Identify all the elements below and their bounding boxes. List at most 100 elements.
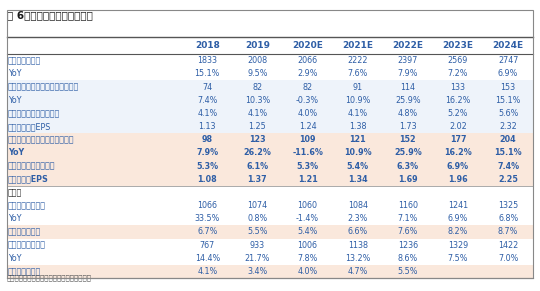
Bar: [7, 226, 533, 239]
Text: 2008: 2008: [247, 56, 267, 65]
Text: 123: 123: [249, 135, 266, 144]
Text: 7.9%: 7.9%: [397, 69, 418, 78]
Text: 6.1%: 6.1%: [246, 162, 268, 171]
Bar: [7, 94, 533, 107]
Text: 82: 82: [302, 83, 313, 92]
Text: 1325: 1325: [498, 201, 518, 210]
Text: -0.3%: -0.3%: [296, 96, 319, 105]
Text: 133: 133: [450, 83, 465, 92]
Text: 若不私有化，归母净利率: 若不私有化，归母净利率: [8, 109, 60, 118]
Text: 1.96: 1.96: [448, 175, 468, 184]
Text: 1.69: 1.69: [398, 175, 418, 184]
Text: 6.3%: 6.3%: [397, 162, 419, 171]
Text: 6.7%: 6.7%: [197, 228, 218, 237]
Text: 1.37: 1.37: [248, 175, 267, 184]
Text: 2.25: 2.25: [498, 175, 518, 184]
Text: 6.9%: 6.9%: [447, 162, 469, 171]
Text: 7.8%: 7.8%: [298, 254, 318, 263]
Text: 4.0%: 4.0%: [298, 267, 318, 276]
Text: 1241: 1241: [448, 201, 468, 210]
Text: YoY: YoY: [8, 254, 22, 263]
Text: 5.4%: 5.4%: [298, 228, 318, 237]
Text: 7.0%: 7.0%: [498, 254, 518, 263]
Text: 海外经营利润率: 海外经营利润率: [8, 267, 41, 276]
Text: 2.02: 2.02: [449, 122, 467, 131]
Text: YoY: YoY: [8, 148, 24, 157]
Text: 若私有化，归母净利润（亿元）: 若私有化，归母净利润（亿元）: [8, 135, 75, 144]
Text: 5.4%: 5.4%: [347, 162, 369, 171]
Text: 5.2%: 5.2%: [448, 109, 468, 118]
Text: 2023E: 2023E: [442, 41, 474, 50]
Text: 98: 98: [202, 135, 213, 144]
Text: 4.1%: 4.1%: [247, 109, 268, 118]
Text: 16.2%: 16.2%: [444, 148, 472, 157]
Bar: [7, 173, 533, 186]
Text: 33.5%: 33.5%: [194, 214, 220, 223]
Text: 5.5%: 5.5%: [247, 228, 268, 237]
Text: 5.3%: 5.3%: [296, 162, 319, 171]
Text: 7.4%: 7.4%: [197, 96, 218, 105]
Bar: [7, 265, 533, 278]
Text: 6.6%: 6.6%: [348, 228, 368, 237]
Text: 资料来源：海尔智家公告，安信证券研究中心: 资料来源：海尔智家公告，安信证券研究中心: [7, 274, 92, 281]
Text: 7.9%: 7.9%: [196, 148, 218, 157]
Text: 7.2%: 7.2%: [448, 69, 468, 78]
Text: 1084: 1084: [348, 201, 368, 210]
Text: 114: 114: [400, 83, 415, 92]
Text: 5.3%: 5.3%: [196, 162, 218, 171]
Text: 14.4%: 14.4%: [195, 254, 220, 263]
Text: 2024E: 2024E: [492, 41, 524, 50]
Text: 2569: 2569: [448, 56, 468, 65]
Text: 4.0%: 4.0%: [298, 109, 318, 118]
Text: 2066: 2066: [298, 56, 318, 65]
Text: 933: 933: [250, 241, 265, 250]
Text: 表 6：对海尔智家的盈利预测: 表 6：对海尔智家的盈利预测: [7, 10, 93, 20]
Text: 8.2%: 8.2%: [448, 228, 468, 237]
Text: 7.6%: 7.6%: [397, 228, 418, 237]
Bar: [7, 81, 533, 94]
Text: 海外收入（亿元）: 海外收入（亿元）: [8, 241, 46, 250]
Text: 1074: 1074: [247, 201, 267, 210]
Text: 1160: 1160: [398, 201, 418, 210]
Text: 8.6%: 8.6%: [398, 254, 418, 263]
Text: 国内收入（亿元）: 国内收入（亿元）: [8, 201, 46, 210]
Text: 10.9%: 10.9%: [345, 96, 370, 105]
Text: 177: 177: [450, 135, 466, 144]
Text: 4.1%: 4.1%: [197, 267, 218, 276]
Text: 1833: 1833: [197, 56, 217, 65]
Text: 0.8%: 0.8%: [247, 214, 268, 223]
Text: 7.6%: 7.6%: [348, 69, 368, 78]
Text: 6.9%: 6.9%: [448, 214, 468, 223]
Text: 1.73: 1.73: [399, 122, 417, 131]
Text: 2397: 2397: [397, 56, 418, 65]
Text: 15.1%: 15.1%: [494, 148, 522, 157]
Text: 2018: 2018: [195, 41, 220, 50]
Text: 153: 153: [501, 83, 516, 92]
Text: 1006: 1006: [298, 241, 318, 250]
Text: 26.2%: 26.2%: [244, 148, 272, 157]
Text: 1236: 1236: [398, 241, 418, 250]
Text: 5.6%: 5.6%: [498, 109, 518, 118]
Text: 2021E: 2021E: [342, 41, 373, 50]
Text: 15.1%: 15.1%: [496, 96, 521, 105]
Text: 2.32: 2.32: [500, 122, 517, 131]
Text: 1329: 1329: [448, 241, 468, 250]
Text: 若私有化，归母净利率: 若私有化，归母净利率: [8, 162, 55, 171]
Text: 767: 767: [200, 241, 215, 250]
Text: 1066: 1066: [197, 201, 217, 210]
Text: 91: 91: [353, 83, 363, 92]
Text: 3.4%: 3.4%: [247, 267, 268, 276]
Text: 15.1%: 15.1%: [194, 69, 220, 78]
Text: YoY: YoY: [8, 96, 22, 105]
Bar: [7, 107, 533, 120]
Text: 若私有化，EPS: 若私有化，EPS: [8, 175, 49, 184]
Text: 若不私有化，EPS: 若不私有化，EPS: [8, 122, 51, 131]
Bar: [7, 146, 533, 159]
Text: 10.9%: 10.9%: [344, 148, 372, 157]
Text: 4.1%: 4.1%: [197, 109, 218, 118]
Text: 2747: 2747: [498, 56, 518, 65]
Text: 1.25: 1.25: [248, 122, 266, 131]
Text: 1.24: 1.24: [299, 122, 316, 131]
Bar: [7, 159, 533, 173]
Text: 5.5%: 5.5%: [397, 267, 418, 276]
